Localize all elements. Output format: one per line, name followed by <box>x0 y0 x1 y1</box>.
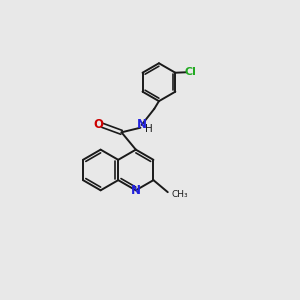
Text: N: N <box>136 118 147 131</box>
Text: H: H <box>146 124 153 134</box>
Text: CH₃: CH₃ <box>172 190 188 199</box>
Text: O: O <box>93 118 103 131</box>
Text: N: N <box>131 184 141 197</box>
Text: Cl: Cl <box>184 67 196 77</box>
